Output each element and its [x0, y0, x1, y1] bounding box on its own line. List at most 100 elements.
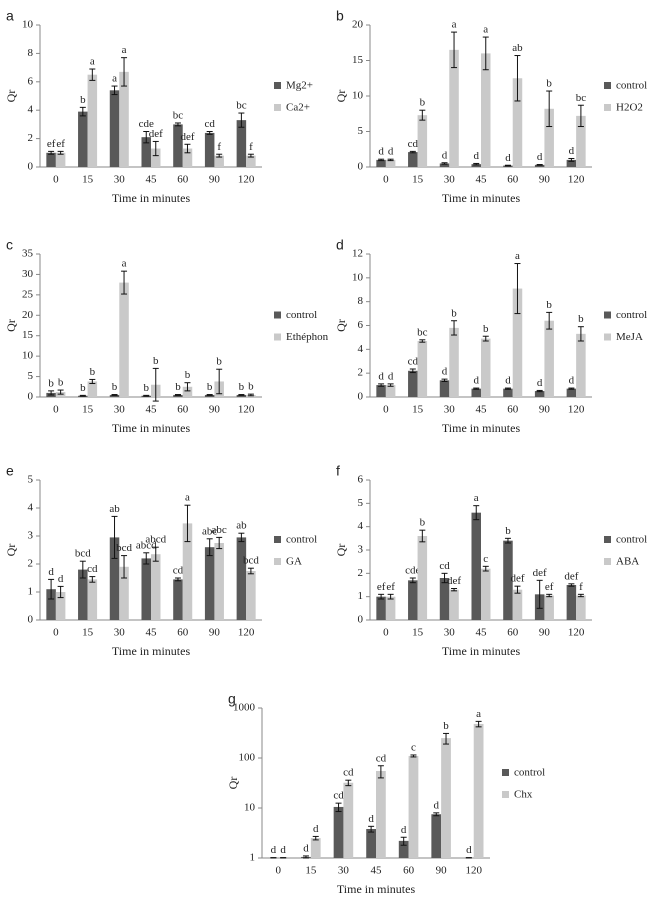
x-tick-label: 60: [507, 404, 519, 416]
x-tick-label: 90: [539, 627, 551, 639]
x-tick-label: 60: [507, 627, 519, 639]
bar: [343, 782, 354, 858]
bar: [566, 159, 577, 167]
bar: [566, 388, 577, 397]
significance-letter: b: [185, 369, 191, 381]
y-tick-label: 0: [358, 391, 364, 403]
significance-letter: def: [510, 573, 524, 585]
bar: [376, 159, 386, 167]
bar: [173, 579, 183, 620]
legend-label: control: [286, 309, 317, 321]
x-tick-label: 30: [444, 627, 456, 639]
bar: [512, 288, 523, 397]
x-tick-label: 45: [146, 627, 158, 639]
bar: [109, 90, 120, 167]
significance-letter: d: [303, 842, 309, 854]
x-tick-label: 30: [444, 174, 456, 186]
bar: [182, 148, 193, 167]
y-tick-label: 2: [28, 558, 34, 570]
significance-letter: b: [216, 356, 222, 368]
bar: [385, 385, 396, 397]
bar: [236, 537, 247, 620]
x-tick-label: 30: [114, 627, 126, 639]
x-axis-label: Time in minutes: [442, 191, 521, 205]
legend-label: control: [286, 534, 317, 546]
y-tick-label: 4: [28, 502, 34, 514]
y-tick-label: 6: [358, 474, 364, 486]
significance-letter: a: [474, 492, 479, 504]
x-axis-label: Time in minutes: [337, 882, 416, 896]
y-tick-label: 1: [28, 586, 34, 598]
y-tick-label: 1: [250, 852, 256, 864]
bar: [173, 394, 183, 397]
significance-letter: b: [420, 517, 426, 529]
bar: [151, 554, 161, 620]
significance-letter: d: [537, 151, 543, 163]
bar: [78, 569, 88, 620]
bar: [78, 111, 88, 167]
y-tick-label: 20: [352, 19, 364, 31]
x-tick-label: 90: [436, 865, 448, 877]
legend-swatch: [604, 82, 611, 89]
bar: [471, 164, 481, 167]
bar: [333, 806, 344, 858]
x-tick-label: 120: [238, 174, 255, 186]
significance-letter: b: [483, 323, 489, 335]
y-tick-label: 30: [22, 268, 34, 280]
bar: [576, 115, 586, 167]
y-tick-label: 0: [28, 161, 34, 173]
bar: [439, 578, 450, 620]
significance-letter: ef: [377, 581, 386, 593]
significance-letter: d: [388, 146, 394, 158]
significance-letter: d: [569, 375, 575, 387]
y-tick-label: 4: [28, 104, 34, 116]
legend-label: control: [514, 767, 545, 779]
significance-letter: cd: [204, 118, 215, 130]
bar: [473, 723, 484, 858]
x-tick-label: 45: [476, 404, 488, 416]
x-tick-label: 90: [539, 174, 551, 186]
legend-swatch: [274, 104, 281, 111]
y-tick-label: 4: [358, 343, 364, 355]
x-axis-label: Time in minutes: [112, 644, 191, 658]
bar: [246, 155, 256, 167]
significance-letter: cde: [405, 565, 420, 577]
bar: [408, 370, 418, 397]
legend-label: GA: [286, 556, 302, 568]
significance-letter: b: [90, 366, 96, 378]
bar: [417, 115, 428, 167]
significance-letter: abcd: [145, 534, 166, 546]
y-tick-label: 100: [239, 752, 256, 764]
legend-swatch: [604, 311, 611, 319]
bar: [87, 579, 98, 620]
significance-letter: def: [447, 575, 461, 587]
significance-letter: cd: [87, 563, 98, 575]
significance-letter: ab: [236, 520, 247, 532]
significance-letter: d: [505, 152, 511, 164]
significance-letter: b: [578, 313, 584, 325]
significance-letter: cd: [173, 565, 184, 577]
y-axis-label: Qr: [226, 777, 240, 790]
x-tick-label: 15: [412, 404, 424, 416]
y-tick-label: 0: [28, 614, 34, 626]
bar: [576, 333, 586, 397]
significance-letter: ab: [512, 42, 523, 54]
significance-letter: bc: [173, 110, 184, 122]
bar: [182, 523, 193, 620]
significance-letter: a: [122, 44, 127, 56]
bar: [109, 537, 120, 620]
bar: [46, 152, 56, 167]
bar: [204, 394, 215, 397]
legend-swatch: [502, 791, 509, 798]
y-tick-label: 20: [22, 309, 34, 321]
bar: [408, 580, 418, 620]
x-tick-label: 30: [338, 865, 350, 877]
significance-letter: a: [185, 492, 190, 504]
panel-label: g: [228, 691, 236, 707]
significance-letter: d: [280, 844, 286, 856]
significance-letter: d: [473, 150, 479, 162]
significance-letter: b: [248, 381, 254, 393]
significance-letter: d: [442, 366, 448, 378]
x-tick-label: 60: [177, 174, 189, 186]
significance-letter: b: [207, 381, 213, 393]
